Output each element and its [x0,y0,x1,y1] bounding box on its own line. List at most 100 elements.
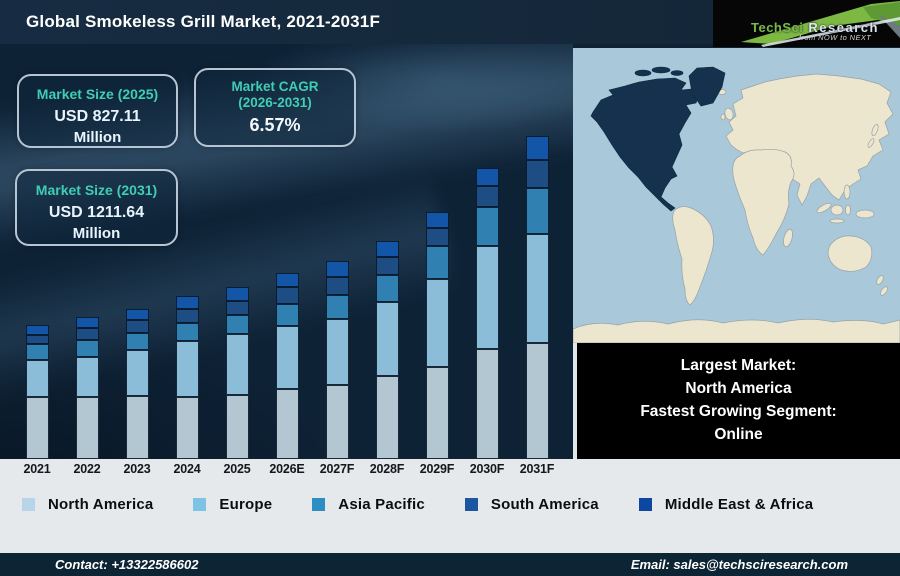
island-ireland [720,113,726,121]
bar-segment-2030f-south-america [476,186,499,207]
box-value: 6.57% [249,115,301,135]
market-cagr-box: Market CAGR (2026-2031) 6.57% [194,68,356,147]
box-unit: Million [73,129,122,146]
bar-segment-2030f-asia-pacific [476,207,499,246]
bar-segment-2022-north-america [76,397,99,459]
axis-label-2022: 2022 [73,462,101,476]
axis-label-2027f: 2027F [319,462,355,476]
bar-segment-2023-middle-east-africa [126,309,149,320]
techsci-logo: TechSci Research from NOW to NEXT [713,0,900,47]
chart-panel [0,44,573,459]
bar-2023 [126,309,149,459]
bar-2021 [26,325,49,459]
bar-segment-2023-north-america [126,396,149,459]
logo-brand-secondary: Research [808,20,879,35]
axis-label-2025: 2025 [223,462,251,476]
island-japan [867,138,875,148]
bar-2026e [276,273,299,459]
box-unit: Million [72,225,121,242]
footer-bar: Contact: +13322586602 Email: sales@techs… [0,553,900,576]
bar-segment-2030f-europe [476,246,499,349]
box-heading: Market Size (2031) [35,182,158,198]
bar-2024 [176,296,199,459]
bar-2031f [526,136,549,459]
bar-segment-2026e-north-america [276,389,299,459]
island-madagascar [783,228,793,248]
logo-arrow-icon [741,1,900,47]
logo-brand-primary: TechSci [751,20,804,35]
bar-segment-2021-europe [26,360,49,397]
bar-segment-2031f-north-america [526,343,549,459]
axis-label-2024: 2024 [173,462,201,476]
axis-label-2023: 2023 [123,462,151,476]
island-greenland-highlighted [688,66,726,107]
bar-2022 [76,317,99,459]
bar-segment-2031f-asia-pacific [526,188,549,234]
bar-segment-2029f-middle-east-africa [426,212,449,228]
island-sulawesi [845,204,851,216]
axis-label-2028f: 2028F [369,462,405,476]
legend-label-south-america: South America [490,496,599,513]
island-new-zealand [880,286,888,296]
bar-segment-2021-south-america [26,335,49,344]
bar-2028f [376,241,399,459]
continent-south-america [672,206,714,306]
bar-segment-2023-south-america [126,320,149,333]
axis-row: 2021 2022 2023 2024 2025 2026E 2027F 2028F 2029F… [0,459,573,481]
bar-segment-2027f-asia-pacific [326,295,349,319]
bar-segment-2025-north-america [226,395,249,459]
island-sumatra [816,202,832,214]
page-title: Global Smokeless Grill Market, 2021-2031… [26,12,381,31]
legend-swatch-asia-pacific [312,498,326,511]
bar-segment-2024-south-america [176,309,199,323]
arctic-islands [651,66,671,74]
bar-segment-2024-north-america [176,397,199,459]
bar-segment-2029f-europe [426,279,449,367]
bar-segment-2030f-middle-east-africa [476,168,499,186]
legend-label-north-america: North America [48,496,154,513]
highlight-line: Online [714,426,763,443]
bar-segment-2028f-south-america [376,257,399,275]
bottom-strip: 2021 2022 2023 2024 2025 2026E 2027F 2028F 2029F… [0,459,900,553]
bar-segment-2025-middle-east-africa [226,287,249,301]
bar-segment-2026e-europe [276,326,299,389]
bar-segment-2028f-europe [376,302,399,376]
legend-swatch-middle-east-africa [638,498,652,511]
bar-segment-2022-middle-east-africa [76,317,99,328]
island-new-guinea [855,209,875,219]
legend-label-europe: Europe [219,496,273,513]
bar-2029f [426,212,449,459]
legend-label-asia-pacific: Asia Pacific [338,496,425,513]
box-heading-line2: (2026-2031) [238,95,312,110]
box-value: USD 827.11 [54,108,141,125]
continent-north-america-highlighted [590,77,700,212]
arctic-islands [634,69,652,77]
box-heading: Market Size (2025) [36,86,159,102]
footer-email: Email: sales@techsciresearch.com [630,557,848,572]
bar-segment-2030f-north-america [476,349,499,459]
bar-segment-2029f-north-america [426,367,449,459]
bar-segment-2025-europe [226,334,249,395]
bar-segment-2023-europe [126,350,149,396]
legend-swatch-north-america [22,498,35,511]
box-heading: Market CAGR [231,79,319,94]
bar-segment-2031f-europe [526,234,549,343]
bar-segment-2027f-europe [326,319,349,385]
legend-item-middle-east-africa: Middle East & Africa [638,496,814,513]
bar-segment-2028f-middle-east-africa [376,241,399,257]
legend-swatch-south-america [464,498,478,511]
axis-label-2031f: 2031F [519,462,555,476]
legend-swatch-europe [193,498,207,511]
bar-segment-2026e-south-america [276,287,299,304]
legend-item-north-america: North America [22,496,153,513]
footer-contact: Contact: +13322586602 [55,557,199,572]
bar-segment-2024-asia-pacific [176,323,199,341]
bar-segment-2031f-south-america [526,160,549,188]
bar-segment-2021-middle-east-africa [26,325,49,335]
continent-africa [732,148,795,256]
legend-item-europe: Europe [193,496,272,513]
island-uk [724,107,734,121]
legend-label-middle-east-africa: Middle East & Africa [664,496,814,513]
bar-segment-2028f-north-america [376,376,399,459]
